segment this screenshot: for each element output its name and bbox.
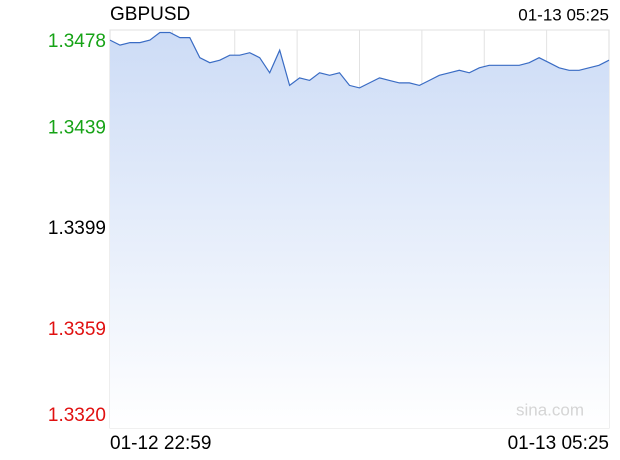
x-tick-label: 01-13 05:25 [508,433,609,454]
timestamp: 01-13 05:25 [518,5,609,24]
y-tick-label: 1.3478 [48,31,106,52]
x-tick-label: 01-12 22:59 [110,433,211,454]
chart-title: GBPUSD [110,4,190,25]
y-tick-label: 1.3320 [48,405,106,426]
watermark: sina.com [516,400,584,419]
area-fill [110,32,609,428]
y-tick-label: 1.3359 [48,319,106,340]
y-tick-label: 1.3399 [48,218,106,239]
price-line [109,31,610,89]
y-tick-label: 1.3439 [48,117,106,138]
